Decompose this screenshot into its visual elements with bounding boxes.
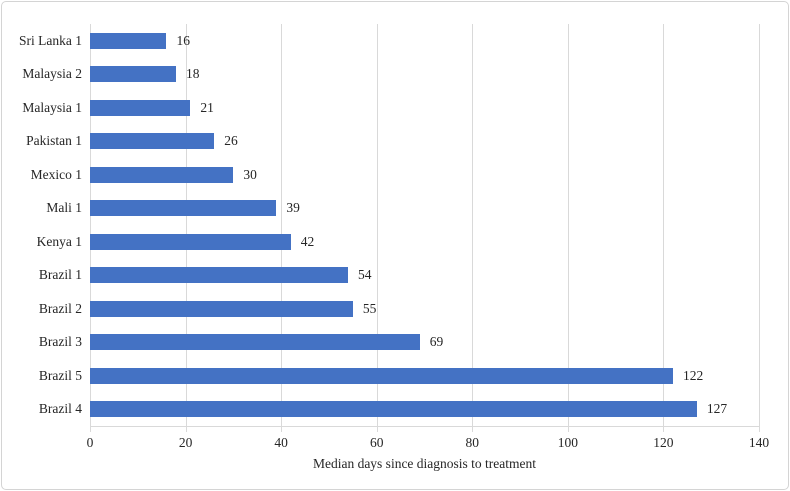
bar-row-brazil-3: 69 [90, 326, 759, 360]
gridline-x-100 [567, 24, 569, 426]
tick-mark-x-100 [567, 426, 569, 432]
gridline-x-80 [472, 24, 474, 426]
category-label-brazil-2: Brazil 2 [38, 300, 82, 316]
value-label-brazil-1: 54 [358, 267, 372, 283]
value-label-malaysia-1: 21 [200, 99, 214, 115]
x-axis-line [90, 426, 759, 427]
category-label-mali-1: Mali 1 [46, 200, 82, 216]
value-label-pakistan-1: 26 [224, 133, 238, 149]
x-tick-label-100: 100 [557, 435, 578, 450]
tick-mark-x-140 [759, 426, 760, 432]
x-tick-label-20: 20 [178, 435, 193, 450]
category-label-brazil-1: Brazil 1 [38, 267, 82, 283]
bar-sri-lanka-1 [90, 32, 167, 49]
bar-row-brazil-2: 55 [90, 292, 759, 326]
x-axis-title: Median days since diagnosis to treatment [312, 456, 537, 471]
category-label-mexico-1: Mexico 1 [30, 166, 82, 182]
bar-row-malaysia-2: 18 [90, 58, 759, 92]
gridline-x-60 [376, 24, 378, 426]
category-label-kenya-1: Kenya 1 [36, 233, 82, 249]
category-label-brazil-3: Brazil 3 [38, 334, 82, 350]
y-axis-category-labels: Sri Lanka 1 Malaysia 2 Malaysia 1 Pakistan … [2, 24, 82, 426]
category-label-sri-lanka-1: Sri Lanka 1 [19, 32, 82, 48]
bar-row-mali-1: 39 [90, 192, 759, 226]
x-tick-label-120: 120 [653, 435, 674, 450]
bar-row-pakistan-1: 26 [90, 125, 759, 159]
bar-malaysia-2 [90, 66, 176, 83]
plot-area: 16 18 21 26 30 39 42 54 55 69 122 127 [90, 24, 760, 432]
x-tick-label-60: 60 [369, 435, 384, 450]
bar-malaysia-1 [90, 99, 191, 116]
bar-mali-1 [90, 200, 277, 217]
value-label-mali-1: 39 [286, 200, 300, 216]
value-label-mexico-1: 30 [243, 166, 257, 182]
tick-mark-x-60 [376, 426, 378, 432]
value-label-brazil-5: 122 [682, 367, 704, 383]
value-label-brazil-4: 127 [706, 401, 728, 417]
gridline-x-140 [759, 24, 760, 426]
gridline-x-20 [185, 24, 187, 426]
category-label-malaysia-1: Malaysia 1 [22, 99, 82, 115]
bar-row-kenya-1: 42 [90, 225, 759, 259]
bar-brazil-5 [90, 367, 673, 384]
bar-row-mexico-1: 30 [90, 158, 759, 192]
category-label-pakistan-1: Pakistan 1 [26, 133, 82, 149]
x-tick-label-40: 40 [274, 435, 288, 450]
tick-mark-x-0 [90, 426, 91, 432]
tick-mark-x-80 [472, 426, 474, 432]
gridline-x-120 [663, 24, 665, 426]
gridline-x-0 [90, 24, 91, 426]
tick-mark-x-120 [663, 426, 665, 432]
value-label-sri-lanka-1: 16 [176, 32, 190, 48]
category-label-malaysia-2: Malaysia 2 [22, 66, 82, 82]
category-label-brazil-4: Brazil 4 [38, 401, 82, 417]
tick-mark-x-20 [185, 426, 187, 432]
x-tick-label-80: 80 [465, 435, 480, 450]
value-label-kenya-1: 42 [300, 233, 315, 249]
bar-brazil-3 [90, 334, 420, 351]
bar-brazil-4 [90, 401, 697, 418]
bar-brazil-1 [90, 267, 349, 284]
bar-row-brazil-1: 54 [90, 259, 759, 293]
bar-brazil-2 [90, 300, 353, 317]
category-label-brazil-5: Brazil 5 [38, 367, 82, 383]
value-label-brazil-2: 55 [362, 300, 377, 316]
bar-row-sri-lanka-1: 16 [90, 24, 759, 58]
bar-pakistan-1 [90, 133, 215, 150]
bar-row-brazil-5: 122 [90, 359, 759, 393]
tick-mark-x-40 [281, 426, 283, 432]
value-label-malaysia-2: 18 [186, 66, 200, 82]
gridline-x-40 [281, 24, 283, 426]
bar-row-malaysia-1: 21 [90, 91, 759, 125]
bar-mexico-1 [90, 166, 234, 183]
value-label-brazil-3: 69 [429, 334, 444, 350]
bar-kenya-1 [90, 233, 291, 250]
x-tick-label-140: 140 [748, 435, 770, 450]
x-tick-label-0: 0 [86, 435, 94, 450]
bar-row-brazil-4: 127 [90, 393, 759, 427]
